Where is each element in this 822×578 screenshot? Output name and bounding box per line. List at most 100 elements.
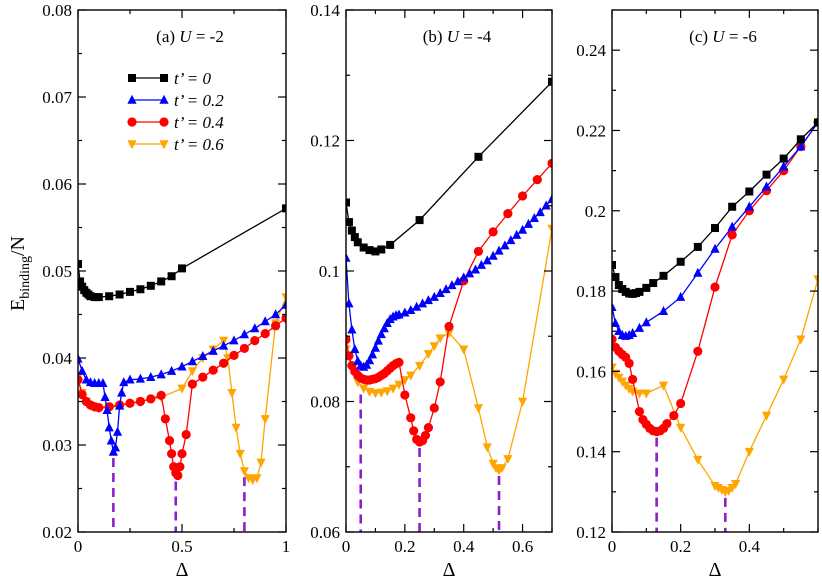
data-point (727, 230, 737, 240)
x-tick-label: 0.2 (394, 537, 415, 556)
data-point (642, 283, 651, 292)
series-triangle-down (612, 275, 818, 498)
data-point (459, 345, 469, 355)
data-point (523, 218, 534, 228)
y-tick-label: 0.06 (310, 523, 340, 542)
data-point (157, 277, 166, 286)
data-point (110, 442, 121, 452)
legend-marker (160, 74, 168, 82)
data-point (178, 264, 186, 273)
data-point (239, 329, 249, 339)
data-point (612, 301, 617, 311)
data-point (382, 387, 392, 397)
data-point (676, 398, 686, 409)
data-point (406, 413, 416, 423)
series-line (612, 121, 818, 295)
y-tick-label: 0.1 (319, 262, 340, 281)
data-point (635, 287, 644, 296)
data-point (761, 411, 772, 421)
data-point (744, 201, 754, 211)
data-point (400, 390, 410, 400)
data-point (634, 389, 645, 399)
y-tick-label: 0.2 (585, 202, 606, 221)
y-tick-label: 0.02 (42, 523, 72, 542)
data-point (146, 281, 155, 290)
panel-a: 0.02 0.03 0.04 0.05 0.06 0.07 0.08 0 0.5 1 Δ (a) U … (7, 1, 290, 578)
series-line (612, 278, 818, 493)
data-point (624, 358, 634, 368)
data-point (394, 357, 404, 367)
data-point (160, 414, 170, 424)
legend-marker (127, 140, 137, 150)
data-point (102, 405, 112, 414)
data-point (229, 335, 239, 345)
series-triangle-up (346, 194, 552, 371)
data-point (447, 280, 457, 290)
data-point (473, 404, 484, 414)
data-point (676, 291, 686, 301)
data-point (727, 221, 737, 231)
data-point (208, 345, 218, 355)
data-point (346, 198, 350, 207)
data-point (346, 351, 354, 361)
data-point (420, 430, 431, 441)
data-point (612, 363, 617, 373)
data-point (282, 204, 286, 213)
data-point (235, 449, 245, 459)
data-point (365, 246, 374, 255)
data-point (470, 264, 481, 274)
data-point (612, 334, 617, 344)
data-point (98, 378, 108, 388)
data-point (634, 406, 645, 417)
data-point (239, 343, 249, 354)
y-tick-label: 0.18 (576, 282, 606, 301)
data-point (779, 161, 789, 171)
data-point (156, 390, 166, 401)
data-point (346, 298, 354, 308)
data-point (517, 397, 528, 407)
data-point (219, 358, 229, 368)
series-circle (346, 158, 552, 447)
data-point (728, 202, 737, 211)
legend-entry: t’ = 0 (128, 69, 211, 88)
data-point (260, 316, 270, 326)
y-tick-label: 0.04 (42, 349, 72, 368)
data-point (78, 353, 83, 363)
dashed-markers (112, 457, 246, 532)
x-tick-label: 0.4 (739, 537, 761, 556)
y-tick-label: 0.16 (576, 362, 606, 381)
data-point (796, 141, 806, 151)
data-point (710, 243, 720, 253)
data-point (612, 260, 616, 269)
data-point (362, 359, 372, 369)
data-point (614, 281, 623, 290)
data-point (78, 365, 87, 375)
data-point (796, 335, 806, 345)
data-point (693, 242, 702, 251)
data-point (547, 194, 552, 204)
legend-label: t’ = 0 (174, 69, 211, 88)
legend-entry: t’ = 0.2 (127, 91, 224, 110)
data-point (406, 304, 416, 314)
series-square (346, 77, 552, 256)
y-tick-label: 0.14 (310, 1, 340, 20)
data-point (347, 324, 357, 334)
data-point (669, 410, 679, 421)
y-tick-label: 0.12 (576, 523, 606, 542)
data-point (465, 268, 475, 278)
y-axis-label: Ebinding/N (7, 236, 33, 311)
data-point (414, 361, 425, 371)
data-point (78, 277, 85, 286)
data-point (219, 340, 229, 350)
data-point (346, 334, 351, 345)
data-point (198, 351, 208, 361)
legend-marker (159, 117, 169, 127)
data-point (506, 235, 516, 245)
data-point (459, 272, 469, 282)
y-tick-label: 0.05 (42, 262, 72, 281)
data-point (412, 301, 422, 311)
data-point (435, 377, 445, 387)
panel-b: 0.06 0.08 0.1 0.12 0.14 0 0.2 0.4 0.6 Δ (b) U = -4 (310, 1, 553, 578)
series-triangle-up (78, 299, 286, 456)
